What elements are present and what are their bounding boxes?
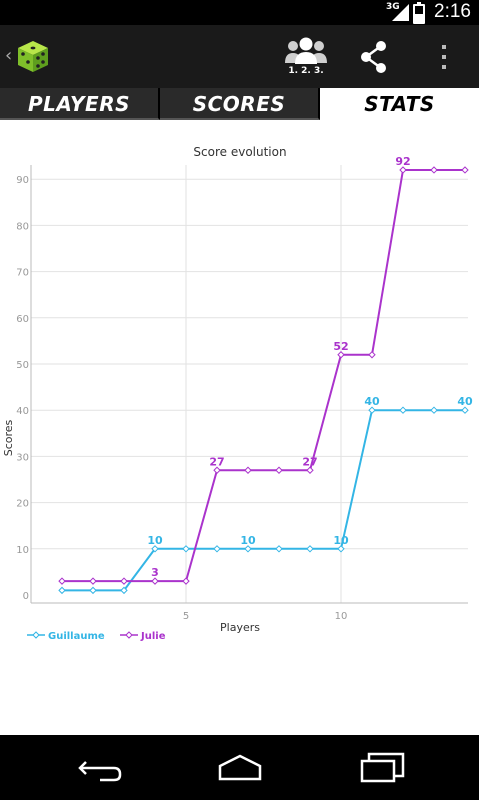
y-tick-label: 70 bbox=[16, 268, 29, 279]
stats-panel: Score evolution Players Scores 0 10 20 30 40… bbox=[0, 120, 479, 735]
data-point bbox=[58, 577, 66, 585]
data-label: 92 bbox=[395, 155, 410, 168]
up-chevron-icon[interactable]: ‹ bbox=[5, 45, 13, 66]
y-tick-label: 80 bbox=[16, 221, 29, 232]
data-point bbox=[399, 406, 407, 414]
tab-bar: PLAYERS SCORES STATS bbox=[0, 88, 479, 120]
tab-stats[interactable]: STATS bbox=[320, 88, 479, 120]
data-point bbox=[244, 466, 252, 474]
data-point bbox=[151, 577, 159, 585]
data-point bbox=[182, 577, 190, 585]
clock: 2:16 bbox=[434, 1, 471, 22]
y-tick-label: 10 bbox=[16, 545, 29, 556]
data-label: 3 bbox=[151, 566, 159, 579]
data-point bbox=[182, 545, 190, 553]
recent-apps-icon[interactable] bbox=[358, 749, 408, 789]
chart-legend: Guillaume Julie bbox=[27, 631, 166, 642]
ranking-label: 1. 2. 3. bbox=[288, 66, 324, 76]
legend-marker bbox=[32, 631, 40, 639]
x-tick-label: 10 bbox=[335, 611, 348, 622]
share-icon bbox=[361, 41, 386, 73]
legend-marker bbox=[125, 631, 133, 639]
back-icon[interactable] bbox=[76, 749, 126, 789]
legend-label: Guillaume bbox=[48, 631, 105, 642]
ranking-button[interactable]: 1. 2. 3. bbox=[282, 33, 330, 81]
score-evolution-chart: Score evolution Players Scores 0 10 20 30 40… bbox=[2, 145, 473, 642]
data-point bbox=[213, 466, 221, 474]
data-point bbox=[120, 577, 128, 585]
overflow-menu-button[interactable] bbox=[420, 33, 468, 81]
legend-item: Julie bbox=[120, 631, 166, 642]
data-label: 10 bbox=[147, 534, 163, 547]
x-tick-label: 5 bbox=[183, 611, 189, 622]
data-label: 52 bbox=[333, 340, 348, 353]
data-point bbox=[275, 466, 283, 474]
data-label: 40 bbox=[457, 395, 473, 408]
data-point bbox=[213, 545, 221, 553]
data-point bbox=[58, 586, 66, 595]
legend-item: Guillaume bbox=[27, 631, 105, 642]
y-tick-label: 50 bbox=[16, 360, 29, 371]
series-line bbox=[62, 409, 465, 592]
data-point bbox=[306, 545, 314, 553]
data-point bbox=[337, 351, 345, 359]
dice-icon[interactable] bbox=[14, 37, 52, 75]
data-point bbox=[461, 166, 469, 174]
chart-title: Score evolution bbox=[193, 145, 286, 159]
data-point bbox=[89, 577, 97, 585]
data-point bbox=[461, 406, 469, 414]
series-line bbox=[62, 168, 465, 583]
status-bar: 3G 2:16 bbox=[0, 0, 479, 25]
y-axis-label: Scores bbox=[2, 419, 15, 456]
data-point bbox=[337, 545, 345, 553]
y-tick-label: 90 bbox=[16, 175, 29, 186]
data-point bbox=[399, 166, 407, 174]
x-axis-label: Players bbox=[220, 621, 260, 634]
y-tick-label: 0 bbox=[23, 591, 29, 602]
share-button[interactable] bbox=[350, 33, 398, 81]
action-bar: ‹ 1. 2. 3. bbox=[0, 25, 479, 88]
battery-icon bbox=[413, 2, 425, 24]
data-point bbox=[306, 466, 314, 474]
data-point bbox=[368, 351, 376, 359]
data-label: 27 bbox=[209, 455, 224, 468]
data-point bbox=[368, 406, 376, 414]
data-point bbox=[151, 545, 159, 553]
legend-label: Julie bbox=[140, 631, 166, 642]
data-point bbox=[89, 586, 97, 595]
navigation-bar bbox=[0, 735, 479, 800]
data-point bbox=[275, 545, 283, 553]
series-guillaume: 10 10 10 40 40 bbox=[58, 395, 473, 595]
data-label: 40 bbox=[364, 395, 380, 408]
tab-scores[interactable]: SCORES bbox=[160, 88, 320, 120]
home-icon[interactable] bbox=[215, 749, 265, 789]
data-label: 10 bbox=[240, 534, 256, 547]
data-point bbox=[430, 406, 438, 414]
overflow-menu-icon bbox=[442, 45, 446, 69]
data-point bbox=[120, 586, 128, 595]
y-tick-label: 30 bbox=[16, 452, 29, 463]
data-point bbox=[244, 545, 252, 553]
data-label: 27 bbox=[302, 455, 317, 468]
data-label: 10 bbox=[333, 534, 349, 547]
y-tick-label: 20 bbox=[16, 499, 29, 510]
series-julie: 3 27 27 52 92 bbox=[58, 155, 469, 585]
data-point bbox=[430, 166, 438, 174]
tab-players[interactable]: PLAYERS bbox=[0, 88, 160, 120]
y-tick-label: 40 bbox=[16, 406, 29, 417]
chart-series: 10 10 10 40 40 3 27 27 52 92 bbox=[58, 155, 473, 595]
signal-icon bbox=[392, 4, 409, 21]
tick-labels: 010203040506070809051015 bbox=[16, 175, 348, 622]
y-tick-label: 60 bbox=[16, 314, 29, 325]
